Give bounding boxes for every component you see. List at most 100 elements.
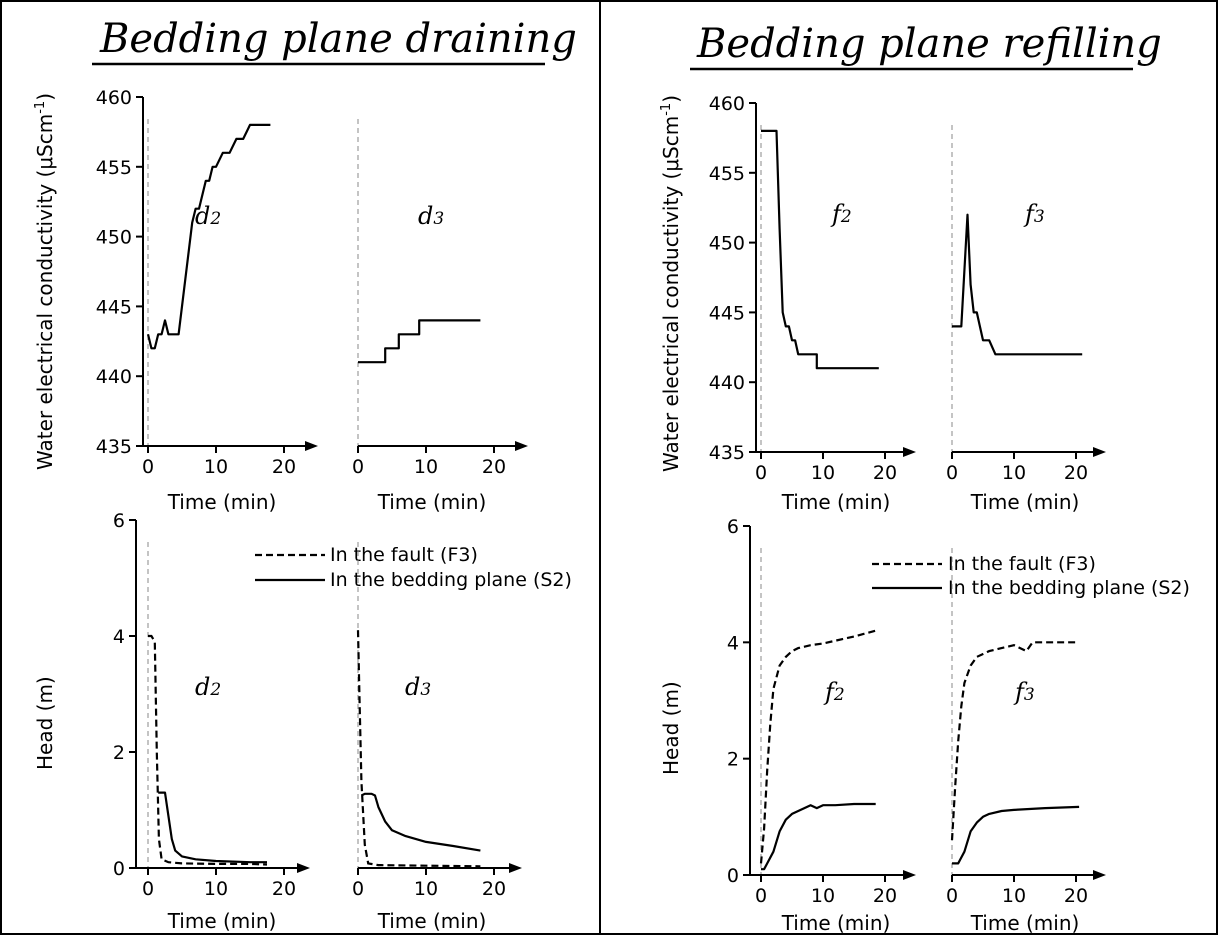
panel-head-d3: 0 10 20 Time (min) d3 — [352, 542, 522, 933]
x-axis-arrow — [305, 441, 318, 451]
y-tick-label: 4 — [113, 626, 125, 648]
x-axis-label: Time (min) — [377, 909, 487, 933]
x-axis-arrow — [297, 863, 310, 873]
series-line-conductivity — [952, 213, 1083, 356]
series-line-conductivity — [146, 123, 271, 350]
legend-left-fault-label: In the fault (F3) — [330, 544, 478, 566]
x-axis-label: Time (min) — [781, 911, 891, 935]
series-line-conductivity — [358, 319, 481, 364]
x-tick-label: 10 — [1002, 462, 1026, 484]
x-tick-label: 0 — [755, 885, 767, 907]
x-tick-label: 10 — [1002, 885, 1026, 907]
x-tick-label: 20 — [482, 456, 506, 478]
x-tick-label: 20 — [873, 462, 897, 484]
x-axis-arrow — [1093, 870, 1106, 880]
panel-label: f2 — [823, 678, 845, 706]
panel-label: f3 — [1013, 678, 1035, 706]
x-tick-label: 20 — [272, 878, 296, 900]
ylabel-head-left: Head (m) — [33, 676, 57, 770]
legend-right-fault-label: In the fault (F3) — [948, 553, 1096, 575]
x-tick-label: 20 — [873, 885, 897, 907]
y-tick-label: 6 — [113, 510, 125, 532]
panel-cond-f2: 0 10 20 Time (min) 435 440 445 450 455 460 f2 — [709, 93, 916, 514]
x-axis-label: Time (min) — [781, 490, 891, 514]
series-line-fault — [148, 634, 268, 866]
x-tick-label: 0 — [946, 462, 958, 484]
x-tick-label: 10 — [414, 456, 438, 478]
x-axis-arrow — [509, 863, 522, 873]
y-tick-label: 445 — [709, 302, 745, 324]
y-tick-label: 2 — [113, 742, 125, 764]
panel-head-f3: 0 10 20 Time (min) f3 — [946, 548, 1106, 935]
x-tick-label: 20 — [1064, 885, 1088, 907]
y-tick-label: 435 — [709, 442, 745, 464]
panel-label: d3 — [418, 202, 444, 230]
series-line-bedding — [952, 805, 1080, 865]
panel-label: d2 — [195, 673, 221, 701]
x-tick-label: 0 — [142, 878, 154, 900]
y-tick-label: 440 — [96, 366, 132, 388]
x-axis-label: Time (min) — [167, 909, 277, 933]
y-tick-label: 440 — [709, 372, 745, 394]
panel-label: f3 — [1023, 200, 1045, 228]
x-tick-label: 10 — [204, 878, 228, 900]
x-axis-label: Time (min) — [970, 911, 1080, 935]
series-line-fault — [356, 630, 481, 868]
y-tick-label: 435 — [96, 436, 132, 458]
series-line-conductivity — [761, 129, 879, 370]
x-axis-label: Time (min) — [377, 490, 487, 514]
legend-left: In the fault (F3) In the bedding plane (… — [255, 544, 572, 591]
y-tick-label: 4 — [727, 632, 739, 654]
panel-head-d2: 0 10 20 Time (min) 0 2 4 6 d2 — [113, 510, 310, 933]
x-axis-label: Time (min) — [167, 490, 277, 514]
y-tick-label: 6 — [727, 516, 739, 538]
x-axis-arrow — [1093, 447, 1106, 457]
legend-right: In the fault (F3) In the bedding plane (… — [872, 553, 1190, 599]
x-tick-label: 0 — [142, 456, 154, 478]
x-tick-label: 20 — [482, 878, 506, 900]
y-tick-label: 0 — [727, 865, 739, 887]
x-axis-label: Time (min) — [970, 490, 1080, 514]
x-tick-label: 0 — [946, 885, 958, 907]
ylabel-conductivity-left: Water electrical conductivity (μScm-1) — [33, 93, 57, 470]
panel-head-f2: 0 10 20 Time (min) 0 2 4 6 f2 — [727, 516, 916, 935]
y-tick-label: 0 — [113, 858, 125, 880]
series-line-fault — [950, 641, 1080, 841]
y-tick-label: 455 — [709, 163, 745, 185]
x-tick-label: 0 — [352, 878, 364, 900]
y-tick-label: 455 — [96, 157, 132, 179]
x-axis-arrow — [903, 870, 916, 880]
x-tick-label: 10 — [204, 456, 228, 478]
y-tick-label: 460 — [709, 93, 745, 115]
panel-label: d3 — [405, 673, 431, 701]
x-tick-label: 0 — [755, 462, 767, 484]
ylabel-head-right: Head (m) — [659, 681, 683, 775]
panel-label: f2 — [830, 200, 852, 228]
x-tick-label: 20 — [1064, 462, 1088, 484]
series-line-fault — [759, 629, 876, 864]
x-axis-arrow — [903, 447, 916, 457]
y-tick-label: 450 — [96, 227, 132, 249]
series-line-bedding — [158, 791, 267, 864]
y-tick-label: 460 — [96, 87, 132, 109]
ylabel-conductivity-right: Water electrical conductivity (μScm-1) — [659, 95, 683, 472]
y-tick-label: 445 — [96, 296, 132, 318]
x-tick-label: 20 — [272, 456, 296, 478]
panel-cond-f3: 0 10 20 Time (min) f3 — [946, 125, 1106, 514]
title-refilling: Bedding plane refilling — [696, 21, 1162, 67]
panel-cond-d3: 0 10 20 Time (min) d3 — [352, 119, 528, 514]
x-axis-arrow — [515, 441, 528, 451]
legend-left-bedding-label: In the bedding plane (S2) — [330, 569, 572, 591]
title-draining: Bedding plane draining — [99, 16, 577, 62]
x-tick-label: 10 — [811, 462, 835, 484]
y-tick-label: 2 — [727, 749, 739, 771]
series-line-bedding — [360, 792, 481, 852]
x-tick-label: 0 — [352, 456, 364, 478]
legend-right-bedding-label: In the bedding plane (S2) — [948, 577, 1190, 599]
x-tick-label: 10 — [811, 885, 835, 907]
y-tick-label: 450 — [709, 233, 745, 255]
x-tick-label: 10 — [414, 878, 438, 900]
